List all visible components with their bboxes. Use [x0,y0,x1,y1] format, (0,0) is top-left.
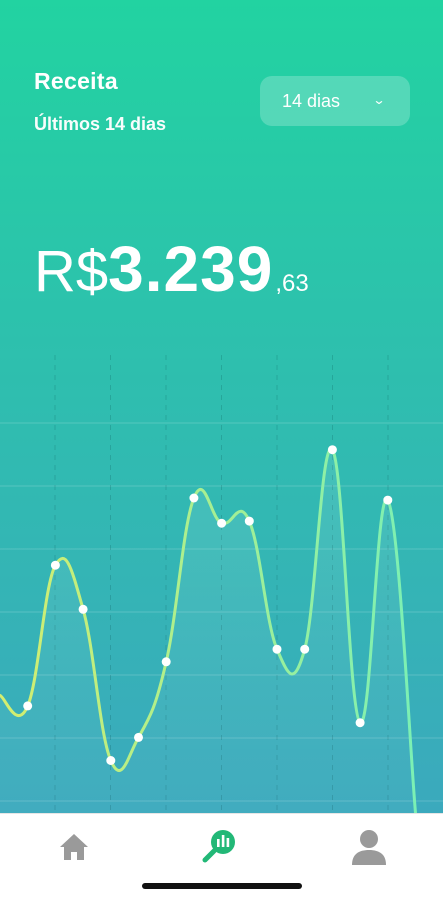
period-select-value: 14 dias [282,90,341,111]
amount-integer: 3.239 [108,233,274,305]
currency-symbol: R$ [34,239,109,304]
profile-icon [352,830,386,865]
revenue-line-chart [0,355,443,813]
revenue-amount: R$ 3.239 ,63 [34,232,309,306]
chart-data-point[interactable] [300,644,310,654]
home-icon [60,834,88,860]
chart-data-point[interactable] [78,604,88,614]
home-indicator [142,883,302,889]
chart-data-point[interactable] [217,518,227,528]
tab-home[interactable] [44,824,104,870]
revenue-hero: Receita Últimos 14 dias 14 dias ⌄ R$ 3.2… [0,0,443,813]
chart-area-fill [0,448,416,813]
chart-data-point[interactable] [244,516,254,526]
chart-data-point[interactable] [161,657,171,667]
chart-data-point[interactable] [327,445,337,455]
period-subtitle: Últimos 14 dias [34,114,167,134]
chart-data-point[interactable] [355,718,365,728]
chart-data-point[interactable] [23,701,33,711]
amount-decimal: ,63 [275,270,309,297]
chart-data-point[interactable] [189,493,199,503]
chevron-down-icon: ⌄ [372,93,386,107]
tab-profile[interactable] [339,824,399,870]
chart-series-line [0,447,417,813]
chart-data-point[interactable] [106,756,116,765]
tab-revenue[interactable] [190,824,250,870]
chart-data-point[interactable] [50,560,60,570]
revenue-chart-icon [202,830,235,863]
page-title: Receita [34,68,118,94]
period-select[interactable]: 14 dias ⌄ [260,76,410,126]
chart-data-point[interactable] [134,732,143,742]
chart-data-point[interactable] [272,644,282,654]
chart-data-point[interactable] [383,495,393,505]
